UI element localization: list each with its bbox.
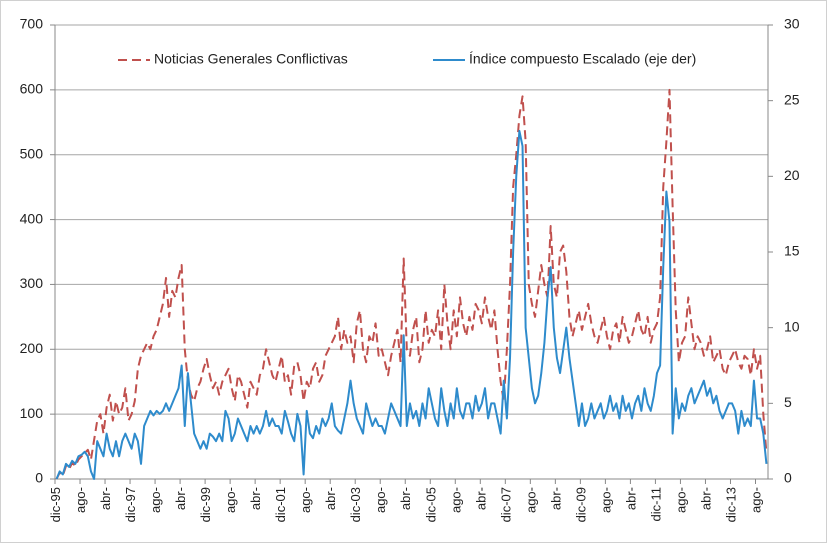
x-tick-label: abr- bbox=[698, 487, 713, 510]
y2-tick-label: 10 bbox=[784, 318, 800, 334]
x-tick-label: ago- bbox=[673, 487, 688, 513]
x-tick-label: abr- bbox=[548, 487, 563, 510]
x-tick-label: dic-07 bbox=[498, 487, 513, 522]
y-tick-label: 300 bbox=[20, 275, 44, 291]
y-tick-label: 400 bbox=[20, 210, 44, 226]
x-tick-label: ago- bbox=[448, 487, 463, 513]
x-tick-label: dic-95 bbox=[48, 487, 63, 522]
x-tick-label: ago- bbox=[298, 487, 313, 513]
x-tick-label: dic-99 bbox=[198, 487, 213, 522]
x-tick-label: ago- bbox=[598, 487, 613, 513]
x-tick-label: dic-97 bbox=[123, 487, 138, 522]
x-tick-label: abr- bbox=[98, 487, 113, 510]
x-tick-label: ago- bbox=[748, 487, 763, 513]
x-tick-label: dic-05 bbox=[423, 487, 438, 522]
y2-tick-label: 25 bbox=[784, 91, 800, 107]
y-tick-label: 600 bbox=[20, 81, 44, 97]
x-tick-label: dic-11 bbox=[648, 487, 663, 521]
x-tick-label: abr- bbox=[623, 487, 638, 510]
x-tick-label: abr- bbox=[323, 487, 338, 510]
legend-label: Índice compuesto Escalado (eje der) bbox=[469, 51, 696, 67]
x-tick-label: ago- bbox=[73, 487, 88, 513]
x-tick-label: ago- bbox=[523, 487, 538, 513]
y2-tick-label: 30 bbox=[784, 16, 800, 32]
x-tick-label: abr- bbox=[473, 487, 488, 510]
x-tick-label: abr- bbox=[248, 487, 263, 510]
y-tick-label: 0 bbox=[35, 470, 43, 486]
x-tick-label: dic-01 bbox=[273, 487, 288, 522]
y-tick-label: 200 bbox=[20, 340, 44, 356]
y-tick-label: 500 bbox=[20, 145, 44, 161]
x-tick-label: dic-03 bbox=[348, 487, 363, 522]
x-tick-label: abr- bbox=[173, 487, 188, 510]
x-tick-label: abr- bbox=[398, 487, 413, 510]
x-tick-label: ago- bbox=[148, 487, 163, 513]
y-tick-label: 700 bbox=[20, 16, 44, 32]
x-tick-label: dic-13 bbox=[723, 487, 738, 522]
legend-label: Noticias Generales Conflictivas bbox=[154, 51, 348, 67]
y2-tick-label: 0 bbox=[784, 470, 792, 486]
y-tick-label: 100 bbox=[20, 405, 44, 421]
x-tick-label: dic-09 bbox=[573, 487, 588, 522]
y2-tick-label: 15 bbox=[784, 243, 800, 259]
y2-tick-label: 5 bbox=[784, 394, 792, 410]
series-line bbox=[55, 129, 768, 480]
y2-tick-label: 20 bbox=[784, 167, 800, 183]
series-line bbox=[55, 88, 768, 480]
x-tick-label: ago- bbox=[373, 487, 388, 513]
x-tick-label: ago- bbox=[223, 487, 238, 513]
